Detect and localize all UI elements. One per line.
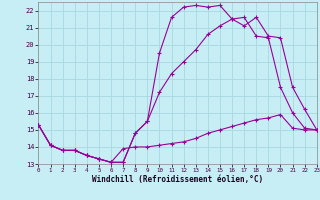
- X-axis label: Windchill (Refroidissement éolien,°C): Windchill (Refroidissement éolien,°C): [92, 175, 263, 184]
